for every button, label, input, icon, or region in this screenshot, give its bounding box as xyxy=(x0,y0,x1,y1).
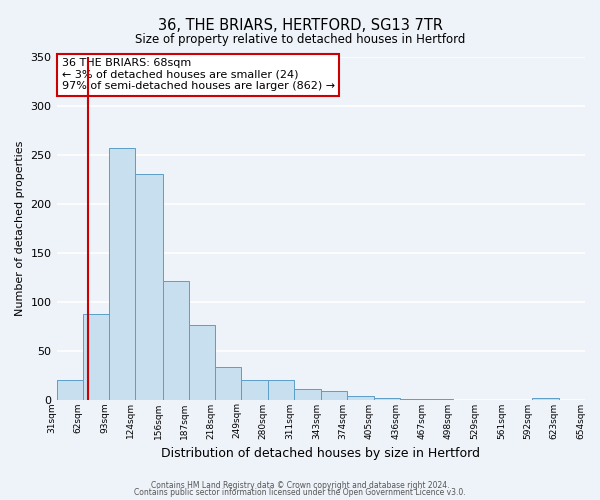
Bar xyxy=(136,174,163,400)
Bar xyxy=(347,396,374,400)
Bar xyxy=(321,390,347,400)
Bar xyxy=(400,398,427,400)
Bar xyxy=(163,281,189,400)
X-axis label: Distribution of detached houses by size in Hertford: Distribution of detached houses by size … xyxy=(161,447,480,460)
Bar xyxy=(374,398,400,400)
Y-axis label: Number of detached properties: Number of detached properties xyxy=(15,140,25,316)
Bar xyxy=(215,367,241,400)
Bar xyxy=(427,398,452,400)
Bar xyxy=(83,314,109,400)
Text: 36 THE BRIARS: 68sqm
← 3% of detached houses are smaller (24)
97% of semi-detach: 36 THE BRIARS: 68sqm ← 3% of detached ho… xyxy=(62,58,335,92)
Bar xyxy=(109,148,136,400)
Bar xyxy=(189,325,215,400)
Text: 36, THE BRIARS, HERTFORD, SG13 7TR: 36, THE BRIARS, HERTFORD, SG13 7TR xyxy=(157,18,443,32)
Bar xyxy=(532,398,559,400)
Text: Size of property relative to detached houses in Hertford: Size of property relative to detached ho… xyxy=(135,32,465,46)
Bar xyxy=(241,380,268,400)
Text: Contains HM Land Registry data © Crown copyright and database right 2024.: Contains HM Land Registry data © Crown c… xyxy=(151,480,449,490)
Text: Contains public sector information licensed under the Open Government Licence v3: Contains public sector information licen… xyxy=(134,488,466,497)
Bar xyxy=(268,380,294,400)
Bar xyxy=(294,388,321,400)
Bar xyxy=(56,380,83,400)
